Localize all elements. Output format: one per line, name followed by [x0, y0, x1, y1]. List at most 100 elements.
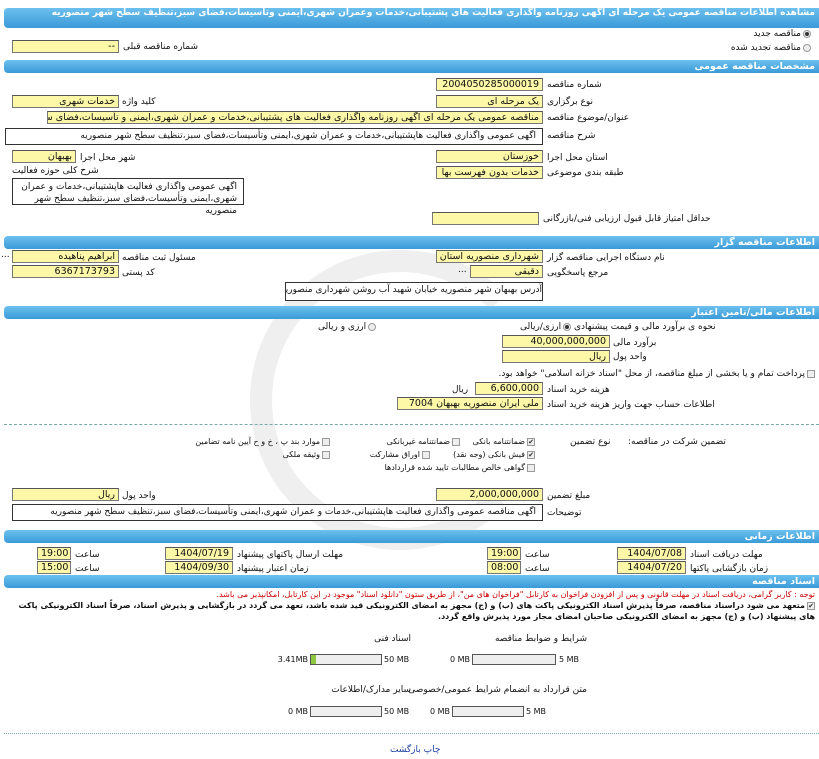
- min-score-label: حداقل امتیاز قابل قبول ارزیابی فنی/بازرگ…: [543, 214, 711, 224]
- valid-field[interactable]: 1404/09/30: [165, 561, 233, 574]
- method-row: نحوه ی برآورد مالی و قیمت پیشنهادی ارزی/…: [520, 322, 716, 332]
- doc-fee-field[interactable]: 6,600,000: [475, 382, 543, 395]
- desc-label: شرح مناقصه: [547, 131, 596, 141]
- doc-deadline-label: مهلت دریافت اسناد: [690, 550, 763, 560]
- open-label: زمان بازگشایی پاکتها: [690, 564, 769, 574]
- doc-fee-unit: ریال: [452, 385, 469, 395]
- commit-checkbox[interactable]: متعهد می شود دراسناد مناقصه، صرفاً پذیرش…: [3, 600, 815, 622]
- holding-field[interactable]: یک مرحله ای: [436, 95, 543, 108]
- tender-number-label: شماره مناقصه: [547, 80, 602, 90]
- time-label: ساعت: [75, 564, 100, 574]
- currency-field[interactable]: ریال: [502, 350, 610, 363]
- doc-deadline-field[interactable]: 1404/07/08: [617, 547, 686, 560]
- holding-label: نوع برگزاری: [547, 97, 593, 107]
- currency-label: واحد پول: [613, 352, 647, 362]
- tender-number-field[interactable]: 2004050285000019: [436, 78, 543, 91]
- province-field[interactable]: خوزستان: [436, 150, 543, 163]
- notes-label: توضیحات: [547, 508, 582, 518]
- back-link[interactable]: بازگشت: [390, 745, 421, 755]
- opt-bonds[interactable]: اوراق مشارکت: [370, 450, 430, 459]
- section-organizer: اطلاعات مناقصه گزار: [4, 236, 819, 249]
- category-label: طبقه بندی موضوعی: [547, 168, 624, 178]
- valid-time[interactable]: 15:00: [37, 561, 71, 574]
- resp-label: مسئول ثبت مناقصه: [122, 253, 196, 263]
- doc-fee-label: هزینه خرید اسناد: [547, 385, 610, 395]
- g-amount-label: مبلغ تضمین: [547, 491, 591, 501]
- ref-field[interactable]: دقیقی: [470, 265, 543, 278]
- file-max: 5 MB: [526, 707, 547, 716]
- open-field[interactable]: 1404/07/20: [617, 561, 686, 574]
- estimate-field[interactable]: 40,000,000,000: [502, 335, 610, 348]
- min-score-field[interactable]: [432, 212, 539, 225]
- city-field[interactable]: بهبهان: [12, 150, 76, 163]
- progress-contract: [452, 706, 524, 717]
- file-used: 0 MB: [287, 707, 308, 716]
- city-label: شهر محل اجرا: [80, 153, 136, 163]
- resp-field[interactable]: ابراهیم پناهیده: [12, 250, 119, 263]
- keyword-field[interactable]: خدمات شهری: [12, 95, 119, 108]
- account-field[interactable]: ملی ایران منصوریه بهبهان 7004: [397, 397, 543, 410]
- docs-note: توجه : کاربر گرامی، دریافت اسناد در مهلت…: [216, 590, 815, 599]
- divider: [4, 424, 819, 425]
- g-amount-field[interactable]: 2,000,000,000: [436, 488, 543, 501]
- submit-field[interactable]: 1404/07/19: [165, 547, 233, 560]
- prev-number-field[interactable]: --: [12, 40, 119, 53]
- time-label: ساعت: [75, 550, 100, 560]
- resp-more-button[interactable]: ...: [1, 250, 10, 260]
- progress-technical: [310, 654, 382, 665]
- section-general: مشخصات مناقصه عمومی: [4, 60, 819, 73]
- method-label: نحوه ی برآورد مالی و قیمت پیشنهادی: [573, 322, 716, 332]
- progress-conditions: [472, 654, 556, 665]
- opt-property[interactable]: وثیقه ملکی: [283, 450, 330, 459]
- desc-box: اگهی عمومی واگذاری فعالیت هاپشتیبانی،خدم…: [5, 128, 543, 145]
- file-label-technical: اسناد فنی: [374, 634, 411, 644]
- treasury-checkbox[interactable]: پرداخت تمام و یا بخشی از مبلغ مناقصه، از…: [498, 369, 815, 379]
- opt-bank-guarantee[interactable]: ضمانتنامه بانکی: [473, 437, 535, 446]
- address-box: آدرس بهبهان شهر منصوریه خیابان شهید آب ر…: [285, 282, 543, 301]
- guarantee-label: تضمین شرکت در مناقصه:: [628, 437, 726, 447]
- radio-renewed-tender[interactable]: مناقصه تجدید شده: [731, 43, 811, 53]
- postal-field[interactable]: 6367173793: [12, 265, 119, 278]
- opt-cash-receipt[interactable]: فیش بانکی (وجه نقد): [453, 450, 535, 459]
- page-title: مشاهده اطلاعات مناقصه عمومی یک مرحله ای …: [4, 8, 819, 28]
- keyword-label: کلید واژه: [122, 97, 156, 107]
- account-label: اطلاعات حساب جهت واریز هزینه خرید اسناد: [547, 400, 715, 410]
- progress-fill: [311, 655, 316, 664]
- file-used: 3.41MB: [277, 655, 308, 664]
- submit-time[interactable]: 19:00: [37, 547, 71, 560]
- file-label-other: سایر مدارک/اطلاعات: [331, 685, 411, 695]
- file-used: 0 MB: [449, 655, 470, 664]
- radio-rial[interactable]: ارزی/ریالی: [520, 322, 572, 332]
- submit-label: مهلت ارسال پاکتهای پیشنهاد: [237, 550, 344, 560]
- subject-label: عنوان/موضوع مناقصه: [547, 113, 630, 123]
- file-max: 50 MB: [384, 707, 410, 716]
- progress-other: [310, 706, 382, 717]
- opt-regulation-items[interactable]: موارد بند پ ، خ و ح آیین نامه تضامین: [195, 437, 330, 446]
- opt-nonbank-guarantee[interactable]: ضمانتنامه غیربانکی: [387, 437, 460, 446]
- org-field[interactable]: شهرداری منصوریه استان خ: [436, 250, 543, 263]
- radio-new-tender[interactable]: مناقصه جدید: [753, 29, 811, 39]
- address-value: بهبهان شهر منصوریه خیابان شهید آب روشن ش…: [285, 285, 518, 295]
- divider: [4, 733, 819, 734]
- doc-deadline-time[interactable]: 19:00: [487, 547, 521, 560]
- file-max: 50 MB: [384, 655, 410, 664]
- radio-both[interactable]: ارزی و ریالی: [318, 322, 377, 332]
- subject-field[interactable]: مناقصه عمومی یک مرحله ای اگهی روزنامه وا…: [47, 111, 543, 124]
- docs-text-block: توجه : کاربر گرامی، دریافت اسناد در مهلت…: [3, 589, 815, 622]
- print-link[interactable]: چاپ: [423, 745, 441, 755]
- activity-label: شرح کلی حوزه فعالیت: [12, 166, 99, 176]
- open-time[interactable]: 08:00: [487, 561, 521, 574]
- guarantee-type-label: نوع تضمین: [570, 437, 611, 447]
- file-label-conditions: شرایط و ضوابط مناقصه: [494, 634, 587, 644]
- ref-more-button[interactable]: ...: [458, 265, 467, 275]
- g-currency-field[interactable]: ریال: [12, 488, 119, 501]
- file-label-contract: متن قرارداد به انضمام شرایط عمومی/خصوصی: [408, 685, 587, 695]
- time-label: ساعت: [525, 550, 550, 560]
- footer-links: چاپ بازگشت: [390, 745, 440, 755]
- time-label: ساعت: [525, 564, 550, 574]
- opt-claims-certificate[interactable]: گواهی خالص مطالبات تایید شده قراردادها: [385, 463, 535, 472]
- section-timing: اطلاعات زمانی: [4, 530, 819, 543]
- file-used: 0 MB: [429, 707, 450, 716]
- notes-box: اگهی مناقصه عمومی واگذاری فعالیت هاپشتیب…: [12, 504, 543, 521]
- category-field[interactable]: خدمات بدون فهرست بها: [436, 166, 543, 179]
